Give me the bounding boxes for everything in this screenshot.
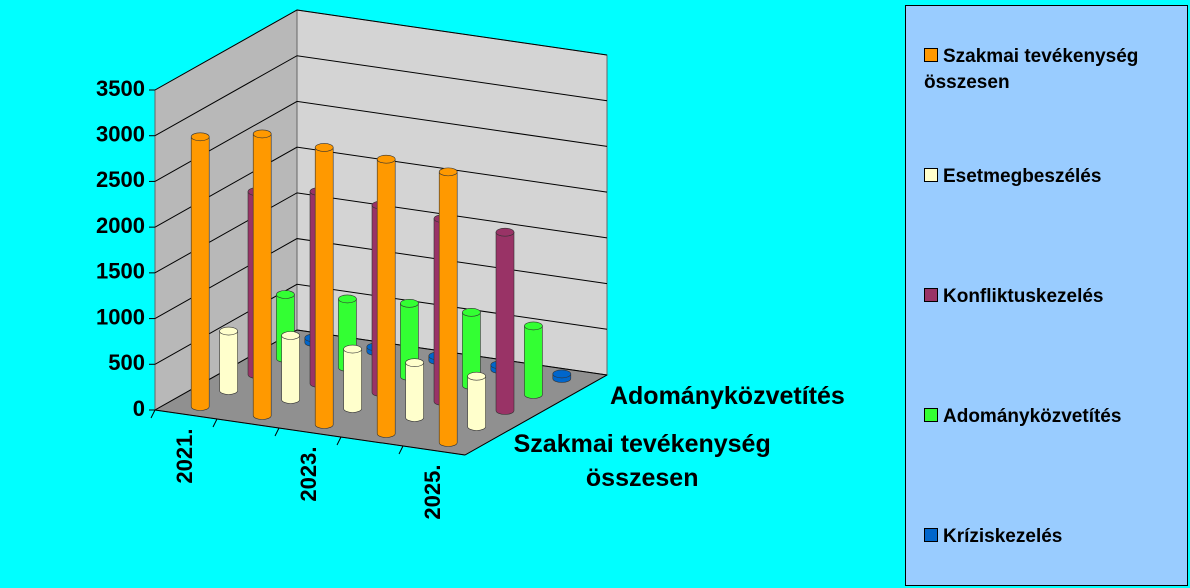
bar: [376, 158, 396, 438]
bar: [252, 133, 272, 420]
legend-swatch: [924, 528, 938, 542]
bar-top: [438, 167, 458, 177]
legend-swatch: [924, 408, 938, 422]
legend-entry: Adományközvetítés: [924, 404, 1174, 430]
bar: [190, 136, 210, 411]
legend: Szakmai tevékenység összesen Esetmegbeszé…: [905, 5, 1188, 586]
x-tick: [150, 409, 156, 419]
grid-line: [154, 9, 608, 91]
bar: [495, 231, 515, 415]
x-tick: [336, 436, 342, 446]
y-tick-label: 1500: [96, 259, 145, 284]
legend-swatch: [924, 48, 938, 62]
bar-top: [219, 326, 238, 336]
bar-top: [405, 358, 424, 367]
legend-swatch: [924, 288, 938, 302]
legend-entry: Szakmai tevékenység összesen: [924, 44, 1174, 96]
legend-entry: Kríziskezelés: [924, 524, 1174, 550]
legend-entry: Konfliktuskezelés: [924, 284, 1174, 310]
bar-top: [281, 331, 300, 340]
bar-top: [376, 154, 396, 164]
y-tick-label: 1000: [96, 304, 145, 329]
bar: [405, 362, 424, 422]
x-tick: [274, 427, 280, 437]
bar: [314, 147, 334, 429]
bar-top: [343, 344, 362, 354]
bar-top: [495, 227, 515, 237]
grid-line: [154, 55, 608, 137]
x-tick: [398, 445, 404, 455]
y-tick-label: 0: [133, 396, 145, 421]
bar: [524, 325, 543, 399]
y-tick-label: 3500: [96, 76, 145, 101]
bar-top: [462, 308, 481, 317]
y-tick-label: 3000: [96, 122, 145, 147]
bar: [281, 335, 300, 404]
bar-top: [524, 321, 543, 331]
bar-top: [400, 299, 419, 308]
x-axis: [154, 409, 466, 456]
x-tick-label: 2025.: [420, 465, 445, 520]
legend-label: Esetmegbeszélés: [943, 166, 1102, 187]
legend-swatch: [924, 168, 938, 182]
bar: [467, 375, 486, 431]
y-tick-label: 500: [108, 350, 145, 375]
bar-top: [314, 143, 334, 152]
y-tick-label: 2500: [96, 167, 145, 192]
x-tick: [212, 418, 218, 428]
legend-label: Konfliktuskezelés: [943, 286, 1104, 307]
bar: [438, 171, 458, 447]
depth-axis: [464, 374, 608, 456]
legend-label: Adományközvetítés: [943, 406, 1122, 427]
legend-label: Kríziskezelés: [943, 526, 1063, 547]
bar-top: [276, 290, 295, 299]
bar-top: [338, 294, 357, 304]
bar-top: [467, 371, 486, 381]
bar: [343, 348, 362, 413]
bar-top: [252, 129, 272, 139]
x-tick-label: 2021.: [172, 429, 197, 484]
legend-label: Szakmai tevékenység összesen: [924, 46, 1139, 93]
y-tick-label: 2000: [96, 213, 145, 238]
bar-top: [190, 132, 210, 142]
bar-top: [552, 369, 572, 379]
depth-tick-label: Szakmai tevékenység összesen: [513, 430, 771, 492]
bar: [219, 330, 238, 395]
legend-entry: Esetmegbeszélés: [924, 164, 1174, 190]
x-tick-label: 2023.: [296, 447, 321, 502]
depth-tick-label: Adományközvetítés: [609, 382, 845, 410]
chart: 0 500 1000 1500 2000 2500 3000 3500 2021. 2023. 20…: [96, 9, 609, 520]
